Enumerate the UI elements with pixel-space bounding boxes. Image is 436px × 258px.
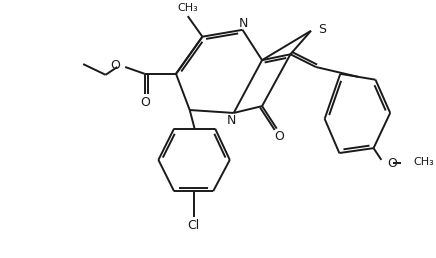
Text: N: N	[239, 18, 248, 30]
Text: O: O	[140, 96, 150, 109]
Text: O: O	[110, 59, 120, 71]
Text: S: S	[318, 23, 326, 36]
Text: O: O	[387, 157, 397, 170]
Text: O: O	[274, 130, 284, 143]
Text: CH₃: CH₃	[414, 157, 434, 167]
Text: Cl: Cl	[187, 219, 200, 232]
Text: N: N	[227, 114, 236, 127]
Text: CH₃: CH₃	[177, 3, 198, 13]
